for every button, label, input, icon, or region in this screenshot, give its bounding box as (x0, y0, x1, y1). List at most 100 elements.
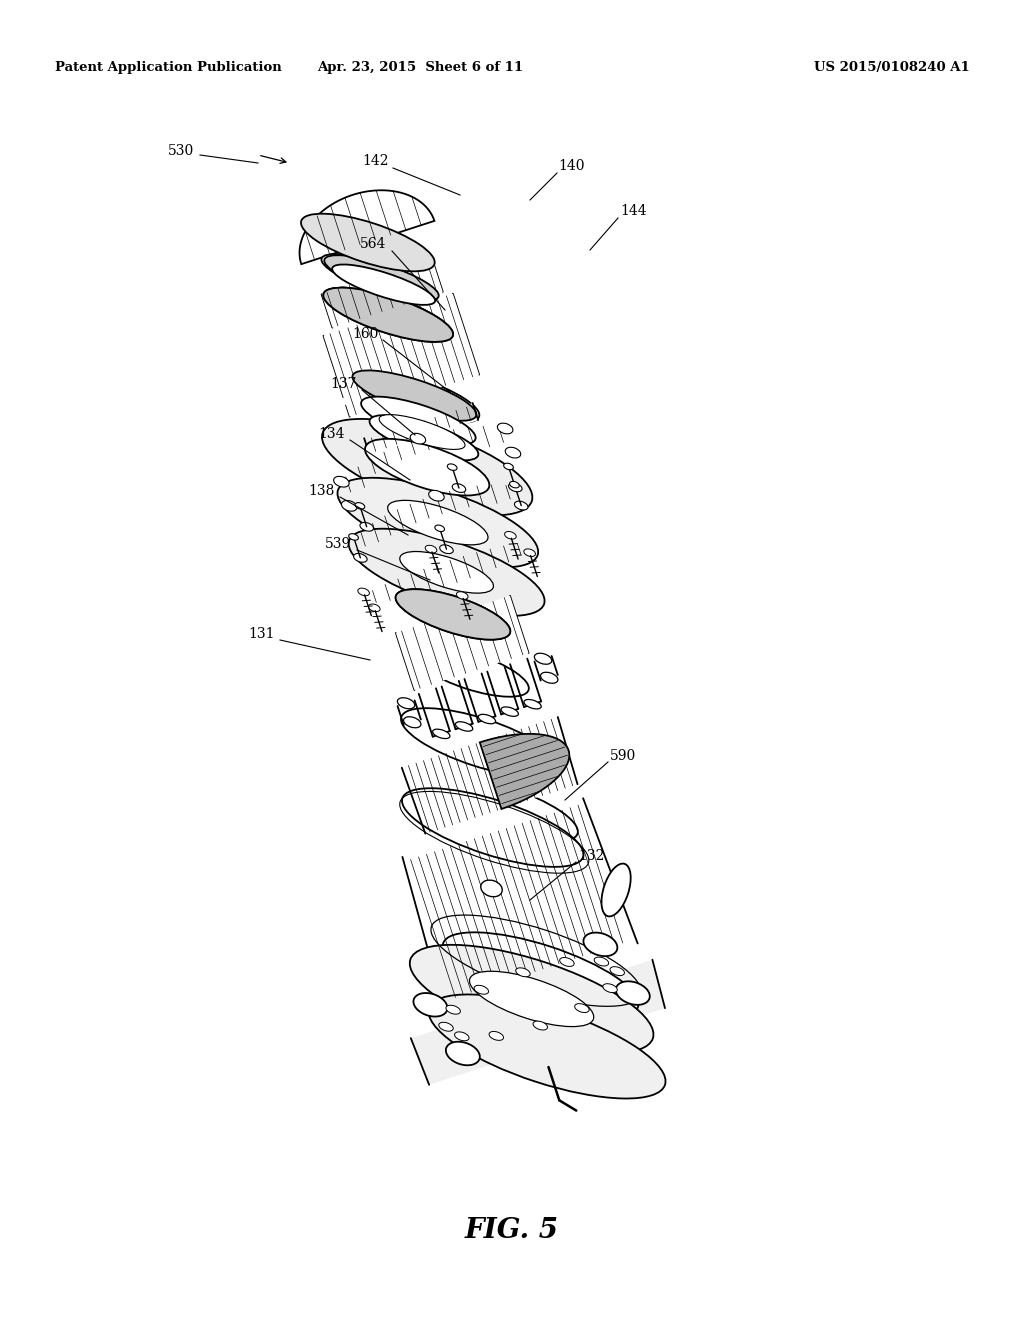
Ellipse shape (301, 214, 435, 272)
Ellipse shape (414, 647, 528, 697)
Ellipse shape (403, 717, 421, 727)
Text: 137: 137 (330, 378, 356, 391)
Ellipse shape (370, 414, 478, 461)
Text: 564: 564 (360, 238, 386, 251)
Ellipse shape (429, 994, 666, 1098)
Text: 142: 142 (362, 154, 388, 168)
Polygon shape (300, 393, 357, 408)
Text: 144: 144 (620, 205, 646, 218)
Ellipse shape (574, 1003, 589, 1012)
Ellipse shape (505, 532, 516, 539)
Ellipse shape (584, 933, 617, 956)
Ellipse shape (348, 529, 545, 616)
Ellipse shape (524, 700, 542, 709)
Polygon shape (411, 960, 665, 1085)
Ellipse shape (322, 253, 432, 298)
Ellipse shape (601, 863, 631, 916)
Ellipse shape (352, 371, 476, 421)
Ellipse shape (388, 500, 488, 545)
Ellipse shape (401, 708, 559, 776)
Text: FIG. 5: FIG. 5 (465, 1217, 559, 1243)
Polygon shape (322, 259, 442, 327)
Text: 160: 160 (352, 327, 379, 341)
Text: 590: 590 (610, 748, 636, 763)
Ellipse shape (535, 653, 552, 664)
Ellipse shape (469, 972, 594, 1027)
Ellipse shape (338, 478, 539, 568)
Polygon shape (480, 734, 569, 809)
Polygon shape (401, 717, 578, 834)
Ellipse shape (369, 605, 380, 611)
Ellipse shape (410, 945, 653, 1053)
Ellipse shape (332, 264, 435, 305)
Ellipse shape (439, 545, 454, 553)
Ellipse shape (359, 523, 374, 531)
Ellipse shape (332, 288, 443, 333)
Polygon shape (324, 294, 479, 417)
Ellipse shape (402, 788, 584, 867)
Ellipse shape (361, 396, 475, 445)
Ellipse shape (510, 482, 519, 488)
Ellipse shape (455, 1032, 469, 1040)
Ellipse shape (334, 477, 349, 487)
Ellipse shape (456, 722, 473, 731)
Text: US 2015/0108240 A1: US 2015/0108240 A1 (814, 62, 970, 74)
Text: 134: 134 (318, 426, 344, 441)
Ellipse shape (560, 957, 574, 966)
Ellipse shape (498, 424, 513, 434)
Ellipse shape (610, 966, 625, 975)
Ellipse shape (457, 591, 468, 599)
Ellipse shape (447, 463, 457, 470)
Ellipse shape (489, 1031, 504, 1040)
Ellipse shape (429, 490, 444, 502)
Ellipse shape (353, 553, 368, 562)
Ellipse shape (349, 533, 358, 540)
Polygon shape (402, 799, 638, 1006)
Text: Apr. 23, 2015  Sheet 6 of 11: Apr. 23, 2015 Sheet 6 of 11 (317, 62, 523, 74)
Ellipse shape (395, 589, 510, 640)
Ellipse shape (435, 525, 444, 532)
Ellipse shape (397, 698, 415, 709)
Ellipse shape (445, 1041, 480, 1065)
Text: 138: 138 (308, 484, 335, 498)
Ellipse shape (524, 549, 536, 557)
Ellipse shape (399, 552, 494, 593)
Ellipse shape (534, 1022, 548, 1030)
Ellipse shape (501, 708, 518, 717)
Ellipse shape (615, 981, 650, 1005)
Ellipse shape (425, 545, 437, 553)
Text: 140: 140 (558, 158, 585, 173)
Text: 539: 539 (325, 537, 351, 550)
Text: 131: 131 (248, 627, 274, 642)
Ellipse shape (474, 985, 488, 994)
Ellipse shape (478, 714, 496, 723)
Ellipse shape (395, 589, 510, 640)
Text: 132: 132 (578, 849, 604, 863)
Ellipse shape (341, 500, 357, 511)
Ellipse shape (349, 368, 479, 422)
Ellipse shape (355, 503, 365, 510)
Ellipse shape (438, 1022, 454, 1031)
Ellipse shape (324, 288, 453, 342)
Ellipse shape (425, 776, 578, 842)
Polygon shape (365, 403, 478, 455)
Ellipse shape (505, 447, 521, 458)
Ellipse shape (514, 502, 528, 510)
Ellipse shape (509, 483, 522, 492)
Ellipse shape (322, 418, 532, 515)
Ellipse shape (442, 932, 639, 1018)
Ellipse shape (594, 957, 608, 966)
Ellipse shape (379, 414, 465, 449)
Ellipse shape (357, 589, 370, 595)
Ellipse shape (324, 288, 453, 342)
Ellipse shape (365, 438, 489, 495)
Ellipse shape (445, 1006, 461, 1014)
Ellipse shape (541, 672, 558, 684)
Text: Patent Application Publication: Patent Application Publication (55, 62, 282, 74)
Ellipse shape (453, 483, 466, 492)
Polygon shape (396, 595, 528, 690)
Ellipse shape (504, 463, 513, 470)
Ellipse shape (480, 880, 502, 896)
Ellipse shape (603, 983, 617, 993)
Polygon shape (300, 190, 434, 264)
